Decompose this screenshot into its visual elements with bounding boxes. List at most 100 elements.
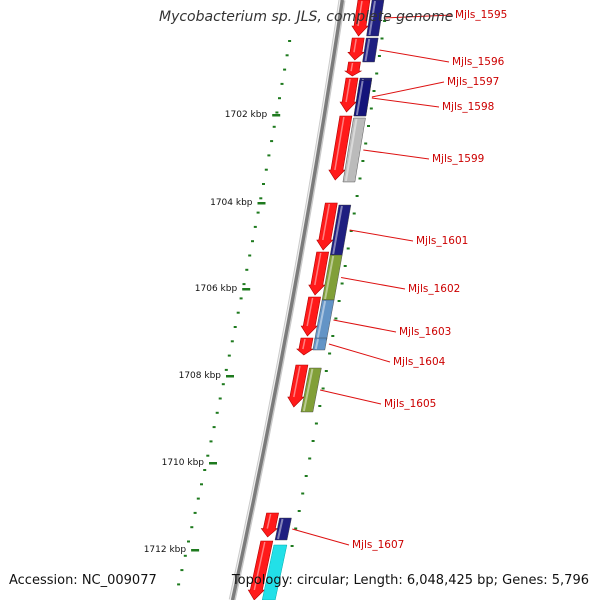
cds-arrow-highlight [345, 78, 351, 103]
gene-label-text: Mjls_1595 [455, 9, 507, 21]
scale-tick-dot [209, 440, 213, 443]
scale-label: 1704 kbp [210, 198, 253, 208]
scale-major-tick [257, 202, 266, 205]
gene-box [300, 367, 322, 413]
backbone-line [230, 0, 344, 600]
scale-tick-dot [212, 426, 216, 429]
scale-tick-dot [248, 254, 252, 257]
gene-box-sheen [344, 118, 358, 182]
accession-text: Accession: NC_009077 [9, 573, 157, 588]
scale-tick-dot [288, 40, 292, 42]
genome-stats-text: Topology: circular; Length: 6,048,425 bp… [231, 573, 589, 588]
scale-tick-dot [203, 469, 207, 471]
cds-arrow-highlight [353, 38, 357, 53]
gene-label-text: Mjls_1603 [399, 326, 451, 338]
gene-box-sheen [277, 518, 284, 540]
scale-label: 1708 kbp [179, 371, 222, 381]
gene-box-sheen [364, 38, 371, 62]
gene-box [366, 0, 385, 37]
cds-arrow [347, 37, 365, 61]
scale-tick-dot [200, 483, 203, 486]
backbone-highlight [229, 0, 341, 600]
ring-tick-dot [318, 405, 322, 407]
ring-tick-dot [377, 55, 381, 57]
scale-ticks [177, 20, 387, 586]
scale-tick-dot [227, 354, 231, 357]
ring-tick-dot [337, 300, 341, 302]
gene-box-sheen [355, 80, 364, 116]
gene-labels: Mjls_1595 Mjls_1596 Mjls_1597 Mjls_1598 Mjls… [292, 9, 507, 551]
ring-tick-dot [380, 37, 384, 40]
scale-tick-dot [251, 240, 254, 243]
gene-box-sheen [314, 338, 319, 350]
ring-tick-dot [355, 195, 359, 197]
gene-label-leader [319, 389, 382, 405]
gene-label-text: Mjls_1605 [384, 398, 436, 410]
gene-label-text: Mjls_1596 [452, 56, 505, 68]
ring-tick-dot [346, 247, 350, 250]
gene-box [362, 37, 379, 63]
gene-label-leader [363, 149, 430, 160]
scale-tick-dot [267, 154, 271, 157]
gene-box-sheen [332, 205, 343, 255]
scale-tick-dot [183, 554, 187, 557]
scale-major-tick [209, 462, 217, 465]
cds-arrow [260, 512, 279, 538]
scale-tick-dot [259, 197, 263, 200]
cds-arrow [287, 364, 309, 408]
scale-major-tick [226, 375, 234, 378]
cds-arrow [344, 61, 363, 77]
cds-arrow [296, 337, 314, 356]
cds-arrow-highlight [253, 541, 266, 591]
ring-tick-dot [349, 230, 353, 232]
scale-tick-dot [221, 383, 225, 386]
scale-tick-dot [256, 211, 260, 214]
gene-label-text: Mjls_1602 [408, 283, 460, 295]
scale-tick-dot [190, 526, 194, 529]
gene-box-sheen [302, 368, 314, 412]
cds-arrow-highlight [357, 0, 363, 27]
ring-tick-dot [314, 422, 318, 425]
ring-tick-dot [308, 457, 312, 460]
gene-label-leader [341, 277, 406, 290]
gene-box-sheen [316, 300, 327, 340]
gene-box [353, 79, 372, 117]
scale-tick-dot [196, 497, 200, 500]
ring-tick-dot [340, 282, 344, 285]
gene-label-leader [371, 97, 440, 108]
ring-tick-dot [375, 72, 379, 75]
gene-label-text: Mjls_1598 [442, 101, 494, 113]
scale-tick-dot [187, 540, 190, 543]
ring-tick-dot [369, 107, 373, 110]
ring-tick-dot [372, 90, 376, 92]
scale-tick-dot [253, 225, 257, 228]
map-title: Mycobacterium sp. JLS, complete genome [159, 9, 454, 25]
scale-major-tick [272, 114, 281, 117]
cds-arrow-highlight [314, 252, 322, 286]
scale-tick-dot [275, 111, 279, 114]
gene-label-leader [349, 229, 414, 242]
cds-arrow [351, 0, 371, 37]
cds-arrow [308, 251, 330, 296]
gene-label-text: Mjls_1604 [393, 356, 446, 368]
gene-label-leader [379, 49, 450, 63]
gene-label-text: Mjls_1607 [352, 539, 404, 551]
scale-tick-dot [236, 311, 240, 314]
scale-tick-dot [215, 411, 219, 414]
gene-label-leader [328, 343, 391, 363]
ring-tick-dot [328, 352, 332, 355]
ring-tick-dot [311, 440, 315, 442]
scale-tick-dot [206, 454, 210, 457]
scale-tick-dot [193, 511, 197, 514]
ring-tick-dot [290, 545, 294, 547]
ring-tick-dot [321, 387, 325, 390]
scale-tick-dot [283, 68, 287, 71]
ring-tick-dot [334, 317, 338, 320]
scale-label: 1706 kbp [195, 284, 238, 294]
gene-label-text: Mjls_1597 [447, 76, 499, 88]
cyan-feature [261, 544, 288, 600]
gene-box [312, 337, 328, 351]
cds-arrow-highlight [322, 203, 331, 241]
cds-arrow-highlight [350, 62, 354, 72]
scale-tick-dot [224, 368, 228, 371]
